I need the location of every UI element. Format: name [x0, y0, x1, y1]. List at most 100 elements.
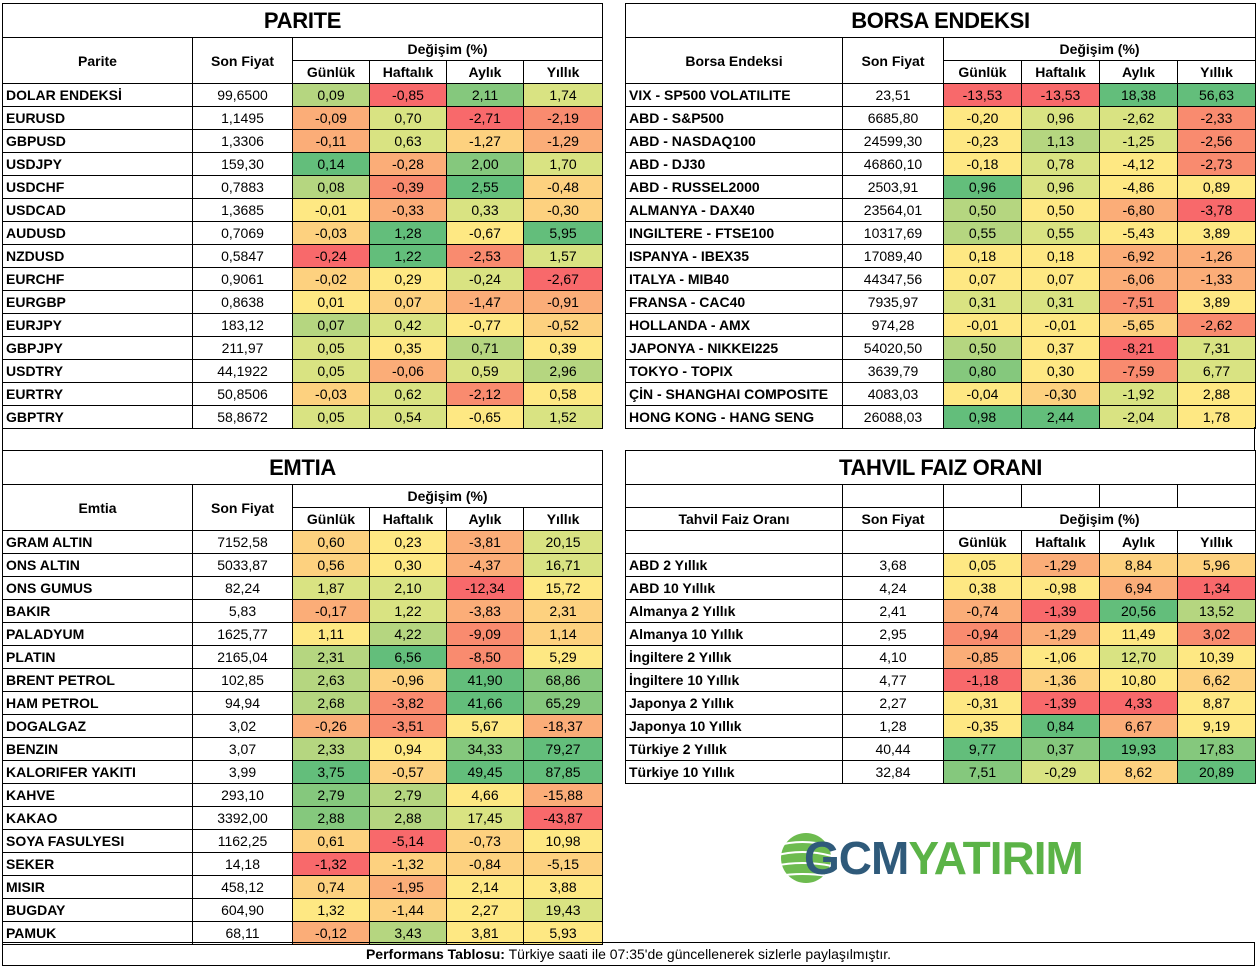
change-daily: 0,74: [292, 875, 370, 899]
instrument-name: BAKIR: [2, 599, 193, 623]
change-yearly: -2,62: [1176, 313, 1256, 337]
change-monthly: 34,33: [446, 737, 524, 761]
change-monthly: 2,27: [446, 898, 524, 922]
change-daily: -0,17: [292, 599, 370, 623]
change-yearly: 8,87: [1177, 691, 1256, 715]
change-daily: 9,77: [943, 737, 1022, 761]
last-price: 3392,00: [192, 806, 293, 830]
change-daily: -0,12: [292, 921, 370, 945]
section-title: BORSA ENDEKSI: [624, 3, 1256, 38]
change-monthly: 19,93: [1099, 737, 1178, 761]
change-daily: -0,11: [292, 129, 370, 153]
change-weekly: 2,88: [369, 806, 447, 830]
change-monthly: 41,90: [446, 668, 524, 692]
instrument-name: ONS ALTIN: [2, 553, 193, 577]
last-price: 46860,10: [842, 152, 944, 176]
change-yearly: 7,31: [1176, 336, 1256, 360]
change-daily: -0,03: [292, 382, 370, 406]
table-row: PLATIN 2165,04 2,31 6,56 -8,50 5,29: [2, 645, 604, 669]
change-yearly: 9,19: [1177, 714, 1256, 738]
change-weekly: -0,33: [369, 198, 447, 222]
change-daily: -0,23: [943, 129, 1022, 153]
change-yearly: 1,78: [1176, 405, 1256, 429]
change-yearly: 5,96: [1177, 553, 1256, 577]
change-monthly: 4,66: [446, 783, 524, 807]
change-daily: 0,14: [292, 152, 370, 176]
change-monthly: -5,65: [1099, 313, 1178, 337]
last-price: 183,12: [192, 313, 293, 337]
change-weekly: -13,53: [1021, 83, 1100, 107]
change-weekly: -1,44: [369, 898, 447, 922]
change-weekly: -0,06: [369, 359, 447, 383]
last-price: 94,94: [192, 691, 293, 715]
col-header-price: Son Fiyat: [842, 37, 944, 84]
change-yearly: 68,86: [522, 668, 604, 692]
last-price: 4,10: [842, 645, 944, 669]
table-row: SOYA FASULYESI 1162,25 0,61 -5,14 -0,73 10,98: [2, 829, 604, 853]
change-monthly: -6,06: [1099, 267, 1178, 291]
table-row: ABD - DJ30 46860,10 -0,18 0,78 -4,12 -2,73: [625, 152, 1256, 176]
change-weekly: 1,22: [369, 244, 447, 268]
change-yearly: 2,88: [1176, 382, 1256, 406]
change-daily: -0,09: [292, 106, 370, 130]
last-price: 211,97: [192, 336, 293, 360]
change-monthly: 8,62: [1099, 760, 1178, 784]
header-row: Parite Son Fiyat Değişim (%): [2, 37, 604, 84]
change-daily: -0,24: [292, 244, 370, 268]
change-yearly: 19,43: [522, 898, 604, 922]
table-row: Türkiye 2 Yıllık 40,44 9,77 0,37 19,93 17,83: [625, 737, 1256, 761]
blank-cell: [842, 484, 944, 508]
change-weekly: 0,29: [369, 267, 447, 291]
change-daily: -0,35: [943, 714, 1022, 738]
change-monthly: 8,84: [1099, 553, 1178, 577]
change-yearly: -0,91: [522, 290, 604, 314]
change-weekly: -1,39: [1021, 599, 1100, 623]
col-header-period: Günlük: [292, 60, 370, 84]
change-monthly: -6,92: [1099, 244, 1178, 268]
change-monthly: -12,34: [446, 576, 524, 600]
instrument-name: PAMUK: [2, 921, 193, 945]
table-row: GBPUSD 1,3306 -0,11 0,63 -1,27 -1,29: [2, 129, 604, 153]
instrument-name: USDCHF: [2, 175, 193, 199]
last-price: 3,99: [192, 760, 293, 784]
last-price: 0,7069: [192, 221, 293, 245]
col-header-period: Haftalık: [1021, 60, 1100, 84]
instrument-name: DOLAR ENDEKSİ: [2, 83, 193, 107]
instrument-name: GRAM ALTIN: [2, 530, 193, 554]
last-price: 14,18: [192, 852, 293, 876]
col-header-period: Yıllık: [522, 60, 604, 84]
change-monthly: 20,56: [1099, 599, 1178, 623]
change-daily: -0,01: [292, 198, 370, 222]
change-yearly: 6,62: [1177, 668, 1256, 692]
change-monthly: -1,92: [1099, 382, 1178, 406]
last-price: 23564,01: [842, 198, 944, 222]
change-weekly: -3,82: [369, 691, 447, 715]
instrument-name: Türkiye 2 Yıllık: [625, 737, 843, 761]
last-price: 68,11: [192, 921, 293, 945]
change-daily: 3,75: [292, 760, 370, 784]
change-yearly: 65,29: [522, 691, 604, 715]
change-yearly: 87,85: [522, 760, 604, 784]
change-yearly: 6,77: [1176, 359, 1256, 383]
change-weekly: 0,63: [369, 129, 447, 153]
last-price: 58,8672: [192, 405, 293, 429]
change-weekly: -1,36: [1021, 668, 1100, 692]
change-daily: 2,79: [292, 783, 370, 807]
change-yearly: 5,93: [522, 921, 604, 945]
parite-panel: PARITE Parite Son Fiyat Değişim (%) Günlük Ha…: [1, 3, 604, 429]
title-row: EMTIA: [1, 450, 604, 485]
table-row: PAMUK 68,11 -0,12 3,43 3,81 5,93: [2, 921, 604, 945]
instrument-name: BRENT PETROL: [2, 668, 193, 692]
change-monthly: 2,55: [446, 175, 524, 199]
change-daily: 0,08: [292, 175, 370, 199]
change-weekly: -1,06: [1021, 645, 1100, 669]
col-header-change: Değişim (%): [943, 507, 1256, 531]
last-price: 0,9061: [192, 267, 293, 291]
change-daily: 0,07: [292, 313, 370, 337]
change-daily: -0,20: [943, 106, 1022, 130]
instrument-name: TOKYO - TOPIX: [625, 359, 843, 383]
table-row: ONS GUMUS 82,24 1,87 2,10 -12,34 15,72: [2, 576, 604, 600]
table-row: İngiltere 2 Yıllık 4,10 -0,85 -1,06 12,70 10,…: [625, 645, 1256, 669]
change-yearly: 1,52: [522, 405, 604, 429]
change-weekly: 1,28: [369, 221, 447, 245]
